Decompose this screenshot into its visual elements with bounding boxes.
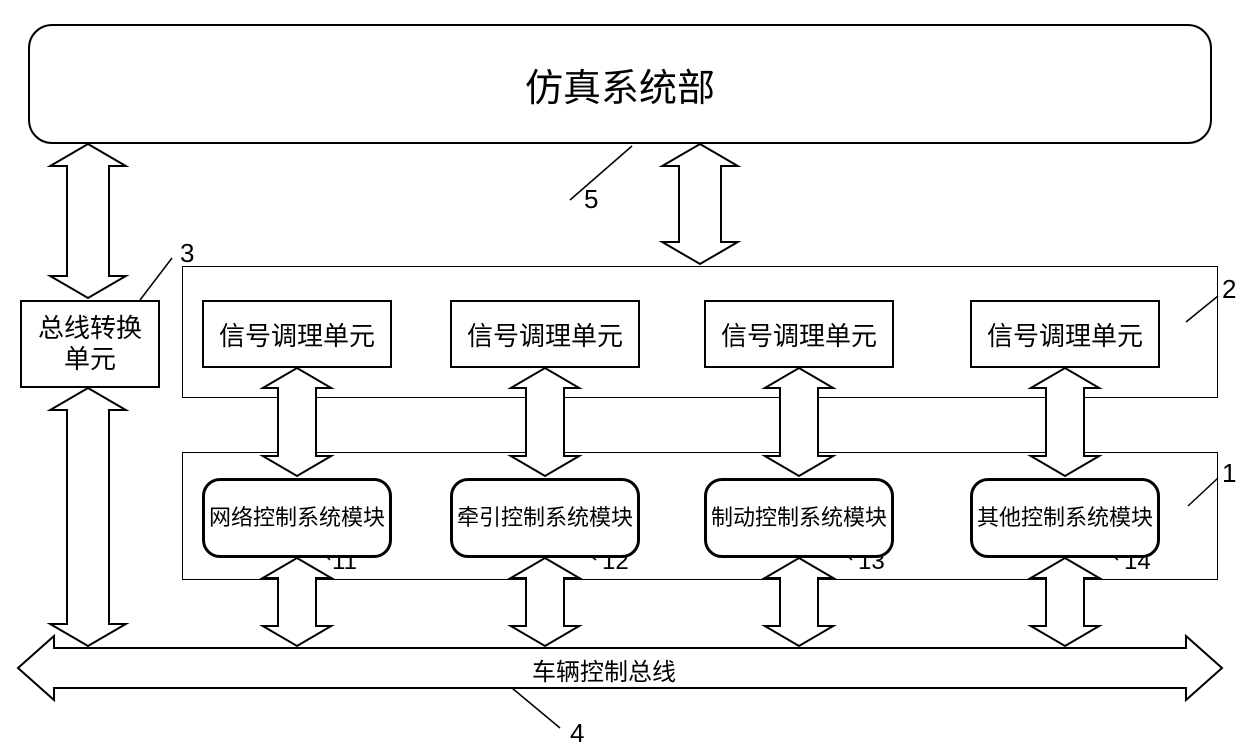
ref-label-3: 3 bbox=[180, 238, 194, 269]
other-control-module-label: 其他控制系统模块 bbox=[973, 501, 1157, 535]
ref-label-5: 5 bbox=[584, 184, 598, 215]
simulation-system-box: 仿真系统部 bbox=[28, 24, 1212, 144]
diagram-canvas: 仿真系统部 总线转换单元 信号调理单元 信号调理单元 信号调理单元 信号调理单元… bbox=[0, 0, 1240, 752]
signal-unit-4: 信号调理单元 bbox=[970, 300, 1160, 368]
simulation-system-label: 仿真系统部 bbox=[525, 57, 715, 112]
network-control-module: 网络控制系统模块 bbox=[202, 478, 392, 558]
vehicle-control-bus-label: 车辆控制总线 bbox=[530, 652, 678, 687]
brake-control-module-label: 制动控制系统模块 bbox=[707, 501, 891, 535]
traction-control-module: 牵引控制系统模块 bbox=[450, 478, 640, 558]
signal-unit-3: 信号调理单元 bbox=[704, 300, 894, 368]
ref-label-4: 4 bbox=[570, 718, 584, 749]
ref-label-1: 1 bbox=[1222, 458, 1236, 489]
brake-control-module: 制动控制系统模块 bbox=[704, 478, 894, 558]
signal-unit-4-label: 信号调理单元 bbox=[987, 316, 1143, 353]
network-control-module-label: 网络控制系统模块 bbox=[205, 501, 389, 535]
signal-unit-1: 信号调理单元 bbox=[202, 300, 392, 368]
traction-control-module-label: 牵引控制系统模块 bbox=[453, 501, 637, 535]
other-control-module: 其他控制系统模块 bbox=[970, 478, 1160, 558]
signal-unit-1-label: 信号调理单元 bbox=[219, 316, 375, 353]
signal-unit-2: 信号调理单元 bbox=[450, 300, 640, 368]
bus-conversion-unit-box: 总线转换单元 bbox=[20, 300, 160, 388]
signal-unit-3-label: 信号调理单元 bbox=[721, 316, 877, 353]
bus-conversion-unit-label: 总线转换单元 bbox=[22, 309, 158, 379]
ref-label-2: 2 bbox=[1222, 274, 1236, 305]
signal-unit-2-label: 信号调理单元 bbox=[467, 316, 623, 353]
